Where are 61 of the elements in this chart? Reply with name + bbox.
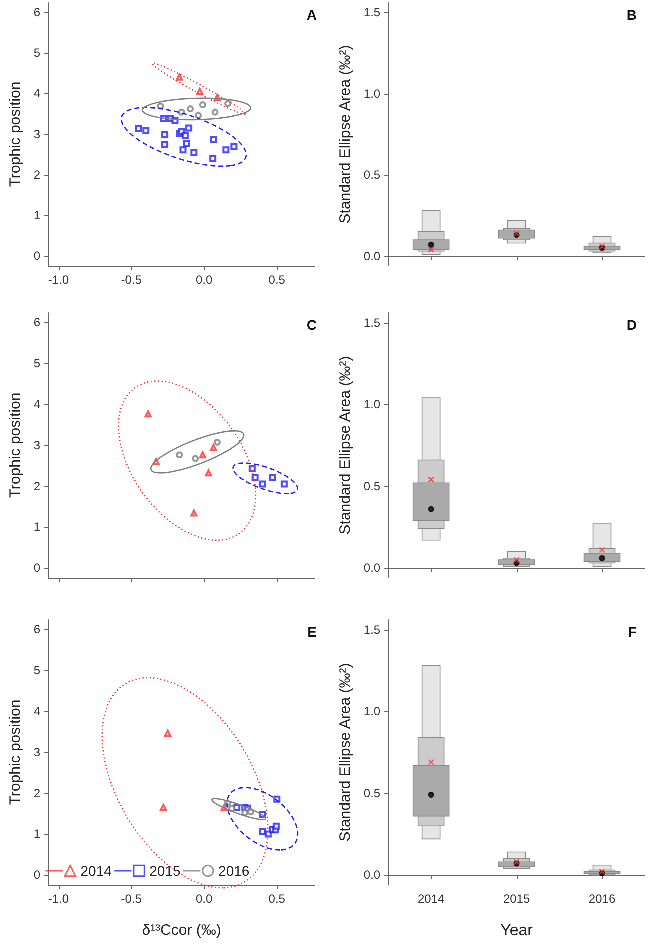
y-tick-label: 0.0 — [364, 868, 381, 882]
y-tick-label: 4 — [34, 704, 41, 718]
y-tick-label: 1.5 — [364, 622, 381, 637]
y-tick-label: 2 — [34, 479, 41, 494]
y-tick-label: 2 — [34, 168, 41, 182]
y-tick-label: 1.0 — [364, 398, 381, 412]
y-tick-label: 0.5 — [364, 168, 381, 182]
y-tick-label: 0.5 — [364, 479, 381, 494]
y-tick-label: 6 — [34, 5, 41, 20]
legend-label: 2014 — [80, 863, 112, 879]
y-tick-label: 3 — [34, 438, 41, 452]
y-tick-label: 0 — [34, 249, 41, 264]
y-tick-label: 3 — [34, 745, 41, 760]
y-tick-label: 1.5 — [364, 6, 381, 20]
y-tick-label: 1 — [34, 827, 41, 842]
y-tick-label: 6 — [34, 622, 41, 636]
x-tick-label: -1.0 — [48, 273, 70, 287]
x-tick-label: -1.0 — [48, 892, 70, 906]
y-axis-title: Trophic position — [7, 700, 24, 806]
y-tick-label: 5 — [34, 356, 41, 370]
x-tick-label: 2016 — [588, 892, 616, 906]
x-tick-label: -0.5 — [121, 892, 142, 906]
y-tick-label: 3 — [34, 127, 41, 142]
y-tick-label: 4 — [34, 397, 41, 412]
y-tick-label: 2 — [34, 786, 41, 800]
y-axis-title: Standard Ellipse Area (‰²) — [337, 45, 354, 224]
chart-title: F — [628, 624, 638, 640]
legend-label: 2015 — [150, 863, 182, 879]
legend-label: 2016 — [218, 863, 250, 879]
x-tick-label: 2015 — [503, 892, 530, 906]
y-tick-label: 1.5 — [364, 316, 381, 330]
x-axis-title: Year — [500, 922, 534, 940]
y-tick-label: 4 — [34, 86, 41, 101]
y-axis-title: Trophic position — [7, 82, 24, 188]
x-tick-label: -0.5 — [121, 273, 142, 287]
x-tick-label: 0.0 — [196, 892, 214, 906]
chart-title: C — [306, 317, 318, 333]
y-tick-label: 5 — [34, 663, 41, 678]
y-tick-label: 0 — [34, 868, 41, 882]
y-tick-label: 0 — [34, 561, 41, 576]
chart-title: B — [626, 7, 638, 23]
chart-title: A — [306, 7, 318, 23]
y-tick-label: 0.0 — [364, 249, 381, 264]
y-tick-label: 1 — [34, 208, 41, 223]
y-tick-label: 0.5 — [364, 786, 381, 800]
y-axis-title: Standard Ellipse Area (‰²) — [337, 663, 354, 842]
chart-title: D — [626, 317, 638, 333]
y-tick-label: 6 — [34, 315, 41, 330]
chart-title: E — [308, 624, 318, 640]
x-axis-title: δ¹³Ccor (‰) — [142, 922, 222, 939]
x-tick-label: 0.0 — [196, 273, 214, 287]
y-tick-label: 1.0 — [364, 704, 381, 719]
y-axis-title: Trophic position — [7, 392, 24, 498]
y-tick-label: 0.0 — [364, 561, 381, 576]
y-tick-label: 1 — [34, 520, 41, 534]
x-tick-label: 2014 — [418, 892, 445, 906]
y-axis-title: Standard Ellipse Area (‰²) — [337, 356, 354, 535]
y-tick-label: 1.0 — [364, 86, 381, 101]
x-tick-label: 0.5 — [268, 892, 286, 906]
y-tick-label: 5 — [34, 46, 41, 60]
x-tick-label: 0.5 — [268, 273, 286, 287]
